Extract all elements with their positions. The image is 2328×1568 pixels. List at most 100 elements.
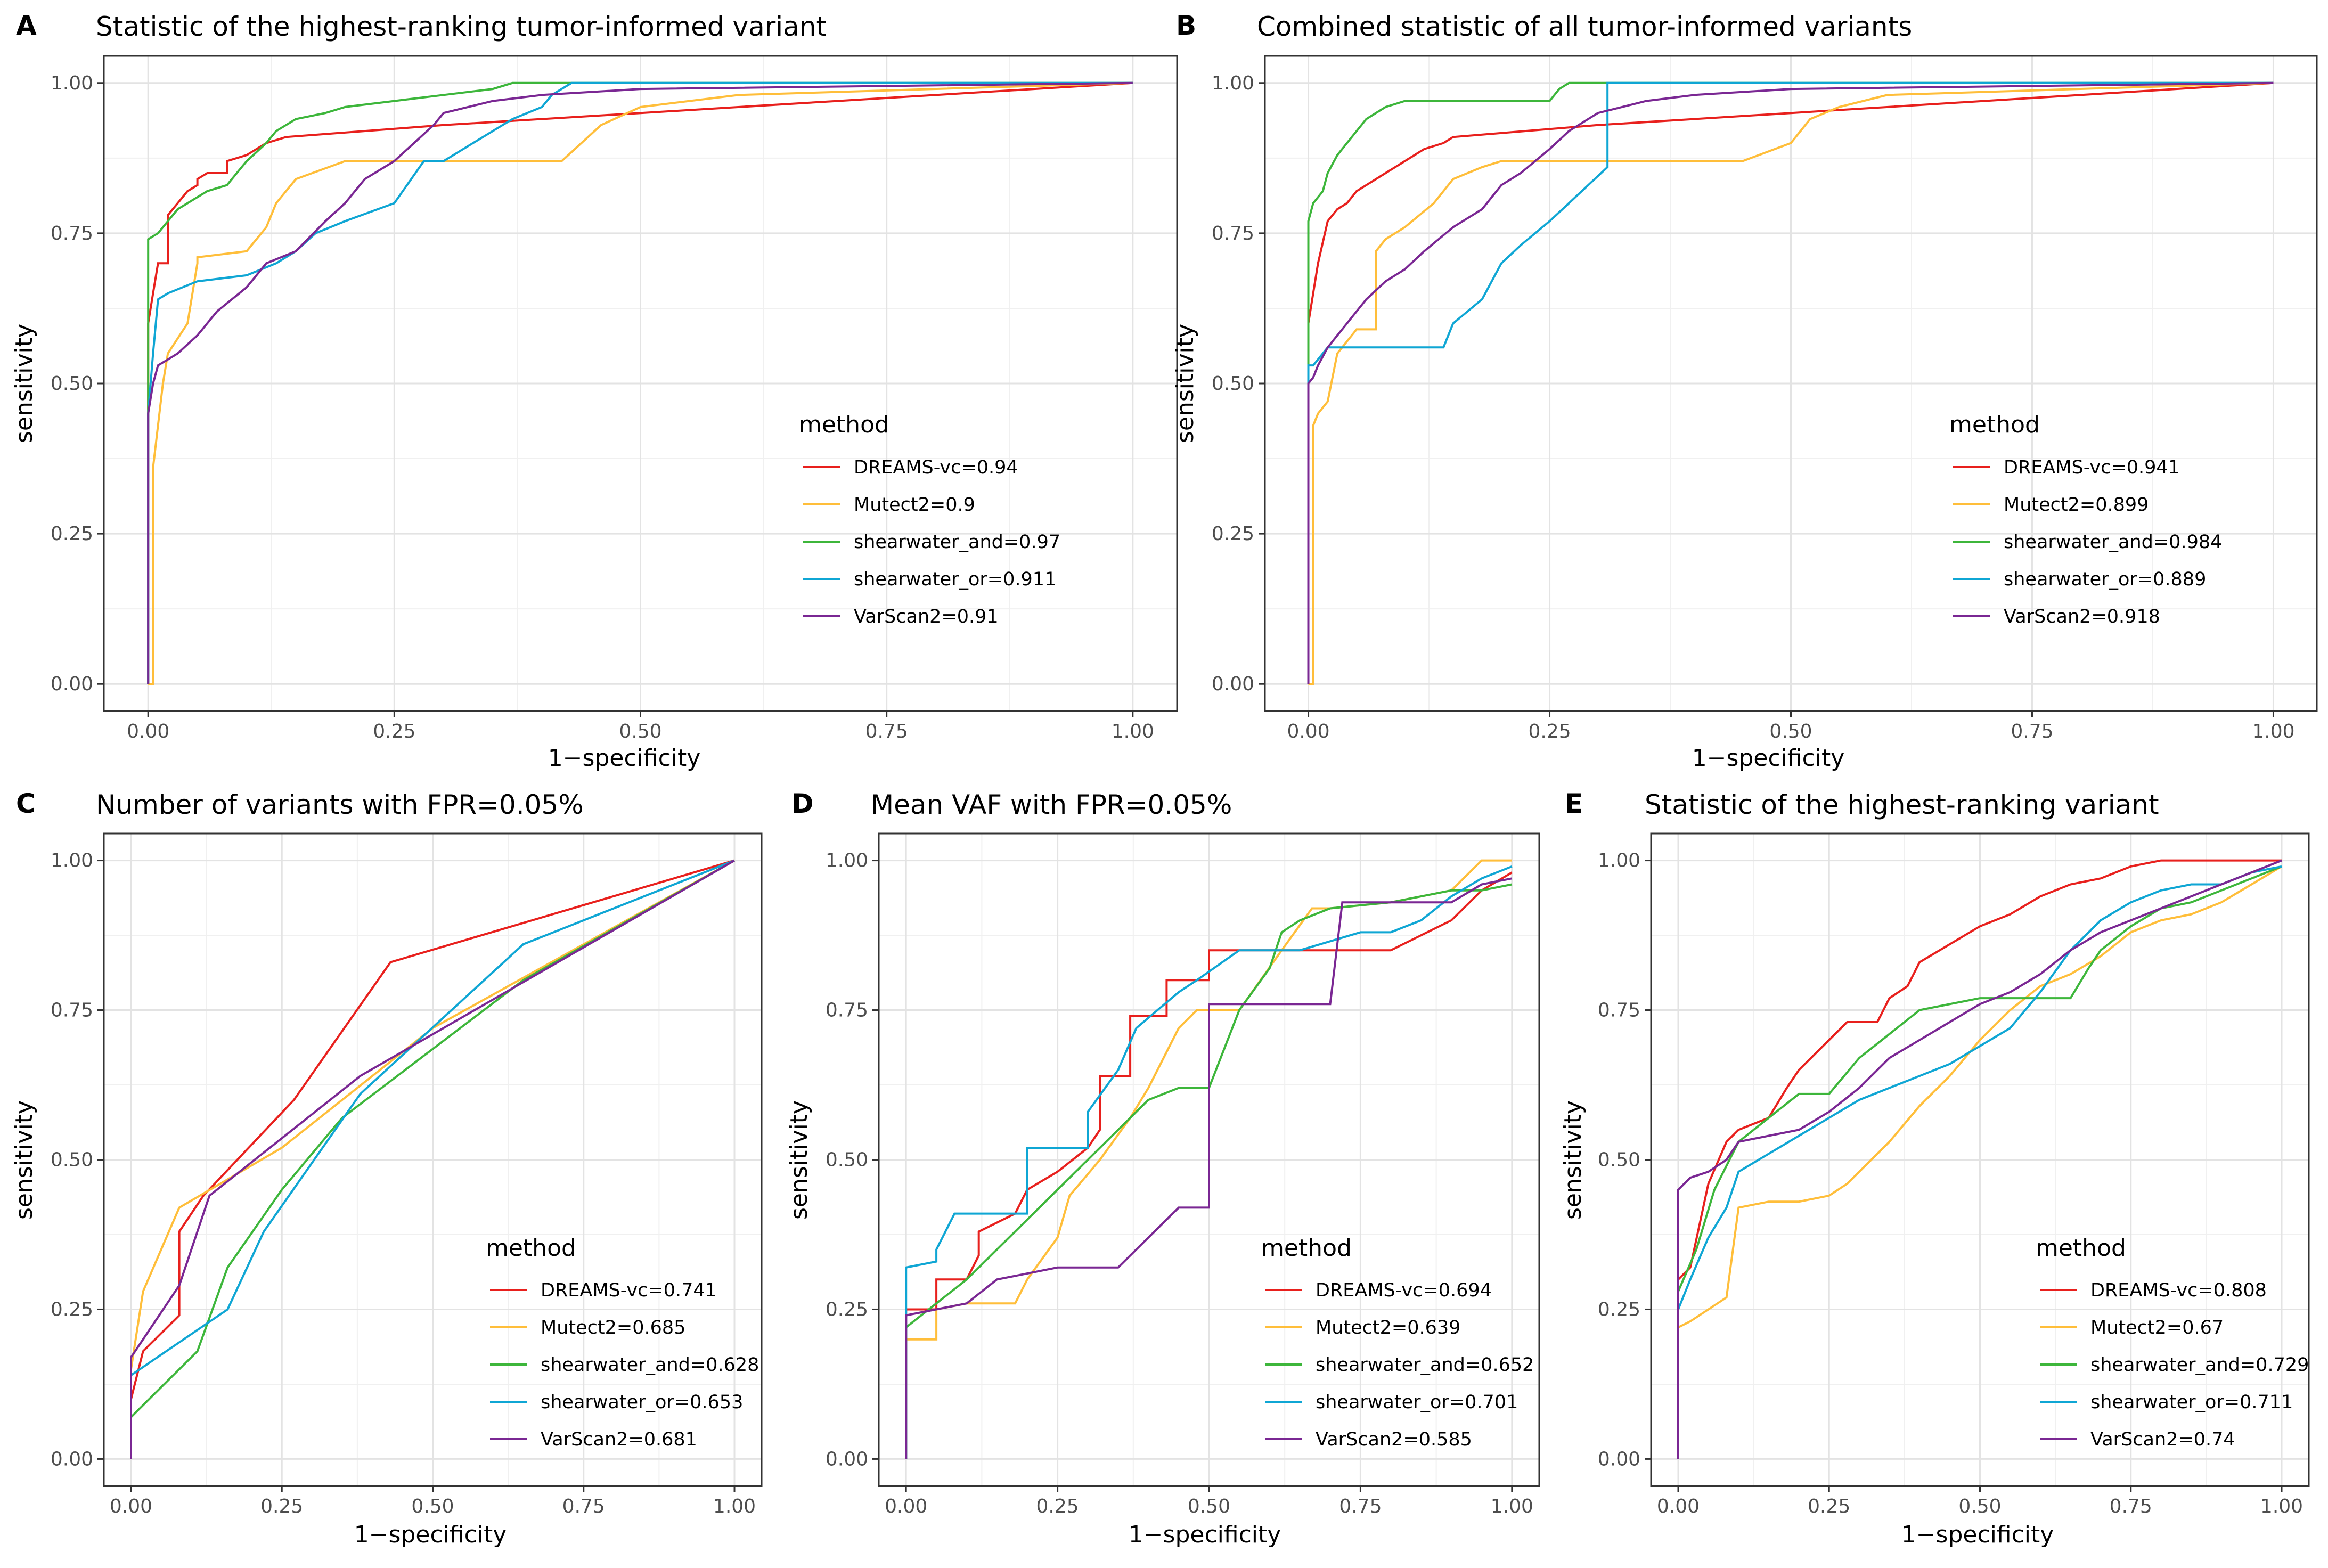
y-tick-label: 1.00	[51, 850, 93, 872]
y-tick-label: 0.75	[51, 223, 93, 244]
x-tick-label: 0.00	[110, 1496, 152, 1517]
axis-ticks: 0.00 0.25 0.50 0.75 1.00 0.00 0.25 0.50 0.75 1.00	[1598, 850, 2303, 1517]
legend-label-2: Mutect2=0.639	[1316, 1317, 1460, 1338]
panel-tag: C	[16, 788, 36, 819]
x-axis-label: 1−specificity	[548, 745, 701, 772]
x-tick-label: 1.00	[1491, 1496, 1533, 1517]
y-tick-label: 0.00	[51, 1448, 93, 1470]
y-tick-label: 0.75	[1212, 223, 1254, 244]
x-tick-label: 0.75	[2011, 721, 2053, 742]
legend-label-2: Mutect2=0.899	[2004, 494, 2149, 516]
x-tick-label: 0.50	[1958, 1496, 2001, 1517]
series-line-5	[1677, 859, 2282, 1459]
series-lines	[905, 859, 1513, 1459]
x-tick-label: 0.25	[1036, 1496, 1079, 1517]
y-tick-label: 0.25	[1598, 1298, 1640, 1320]
legend-label-3: shearwater_and=0.729	[2090, 1354, 2309, 1376]
x-tick-label: 0.75	[865, 721, 908, 742]
panel-title: Combined statistic of all tumor-informed…	[1257, 11, 1912, 42]
series-line-1	[147, 81, 1133, 684]
series-lines	[130, 859, 735, 1459]
series-line-1	[1677, 859, 2282, 1459]
x-tick-label: 1.00	[2260, 1496, 2303, 1517]
series-line-2	[148, 81, 1133, 685]
y-tick-label: 0.25	[51, 1298, 93, 1320]
y-axis-label: sensitivity	[786, 1100, 813, 1220]
series-line-5	[130, 859, 735, 1459]
x-tick-label: 0.25	[260, 1496, 303, 1517]
axis-ticks: 0.00 0.25 0.50 0.75 1.00 0.00 0.25 0.50 0.75 1.00	[826, 850, 1533, 1517]
legend-label-5: VarScan2=0.918	[2004, 606, 2160, 627]
legend-label-1: DREAMS-vc=0.941	[2004, 457, 2180, 478]
panel-title: Statistic of the highest-ranking variant	[1645, 789, 2159, 820]
axis-ticks: 0.00 0.25 0.50 0.75 1.00 0.00 0.25 0.50 0.75 1.00	[1212, 72, 2295, 742]
series-line-1	[1307, 81, 2274, 684]
legend-label-4: shearwater_or=0.701	[1316, 1392, 1518, 1413]
panel-a: A Statistic of the highest-ranking tumor-…	[11, 10, 1178, 772]
legend-label-1: DREAMS-vc=0.694	[1316, 1280, 1492, 1301]
x-axis-label: 1−specificity	[1692, 745, 1845, 772]
legend-label-3: shearwater_and=0.652	[1316, 1354, 1534, 1376]
legend-label-5: VarScan2=0.585	[1316, 1429, 1472, 1450]
legend-label-2: Mutect2=0.67	[2090, 1317, 2224, 1338]
series-lines	[1677, 859, 2283, 1459]
legend-title: method	[799, 411, 889, 438]
x-tick-label: 1.00	[2252, 721, 2294, 742]
legend: method DREAMS-vc=0.941 Mutect2=0.899 shearw…	[1949, 411, 2222, 627]
series-line-2	[1308, 81, 2274, 685]
y-tick-label: 1.00	[1598, 850, 1640, 872]
panel-title: Statistic of the highest-ranking tumor-i…	[96, 11, 827, 42]
legend-label-2: Mutect2=0.685	[541, 1317, 685, 1338]
series-line-3	[1307, 81, 2274, 684]
x-axis-label: 1−specificity	[354, 1521, 507, 1548]
x-tick-label: 0.50	[1188, 1496, 1230, 1517]
panel-c: C Number of variants with FPR=0.05%0.00 0.…	[11, 788, 763, 1548]
y-tick-label: 0.50	[1212, 373, 1254, 395]
series-line-4	[1307, 81, 2274, 684]
x-tick-label: 0.25	[1528, 721, 1571, 742]
panel-tag: B	[1176, 10, 1196, 41]
legend-label-5: VarScan2=0.681	[541, 1429, 697, 1450]
x-tick-label: 0.25	[1808, 1496, 1850, 1517]
legend-label-4: shearwater_or=0.889	[2004, 569, 2206, 590]
y-axis-label: sensitivity	[1559, 1100, 1587, 1220]
legend: method DREAMS-vc=0.94 Mutect2=0.9 shearwate…	[799, 411, 1060, 627]
series-line-4	[1677, 865, 2282, 1459]
legend-label-4: shearwater_or=0.653	[541, 1392, 743, 1413]
series-lines	[1307, 81, 2274, 685]
legend-title: method	[1261, 1235, 1352, 1262]
panel-tag: A	[16, 10, 37, 41]
y-axis-label: sensitivity	[11, 324, 38, 443]
panel-d: D Mean VAF with FPR=0.05% 0.00 0.25 0.50 0.75…	[786, 788, 1540, 1548]
series-line-5	[1307, 81, 2274, 684]
y-tick-label: 0.25	[826, 1298, 868, 1320]
axis-ticks: 0.00 0.25 0.50 0.75 1.00 0.00 0.25 0.50 0.75 1.00	[51, 850, 756, 1517]
legend-title: method	[486, 1235, 576, 1262]
panel-b: B Combined statistic of all tumor-informe…	[1172, 10, 2318, 772]
x-tick-label: 0.75	[2110, 1496, 2152, 1517]
x-tick-label: 0.25	[373, 721, 415, 742]
y-tick-label: 0.50	[826, 1149, 868, 1171]
x-tick-label: 0.50	[1769, 721, 1812, 742]
legend-label-3: shearwater_and=0.984	[2004, 532, 2222, 553]
y-tick-label: 0.50	[51, 373, 93, 395]
series-line-4	[905, 865, 1513, 1459]
legend: method DREAMS-vc=0.808 Mutect2=0.67 shearwa…	[2036, 1235, 2309, 1450]
x-tick-label: 0.00	[885, 1496, 927, 1517]
y-tick-label: 0.00	[1598, 1448, 1640, 1470]
y-tick-label: 0.75	[826, 1000, 868, 1022]
x-tick-label: 0.00	[1657, 1496, 1700, 1517]
y-tick-label: 0.75	[51, 1000, 93, 1022]
series-lines	[147, 81, 1133, 685]
y-tick-label: 0.50	[51, 1149, 93, 1171]
panel-tag: E	[1565, 788, 1583, 819]
x-tick-label: 1.00	[1112, 721, 1154, 742]
series-line-5	[147, 81, 1133, 684]
y-tick-label: 0.75	[1598, 1000, 1640, 1022]
series-line-3	[1677, 865, 2282, 1459]
y-tick-label: 0.25	[51, 523, 93, 545]
x-tick-label: 0.50	[619, 721, 661, 742]
legend-label-2: Mutect2=0.9	[854, 494, 975, 516]
x-tick-label: 0.50	[411, 1496, 454, 1517]
